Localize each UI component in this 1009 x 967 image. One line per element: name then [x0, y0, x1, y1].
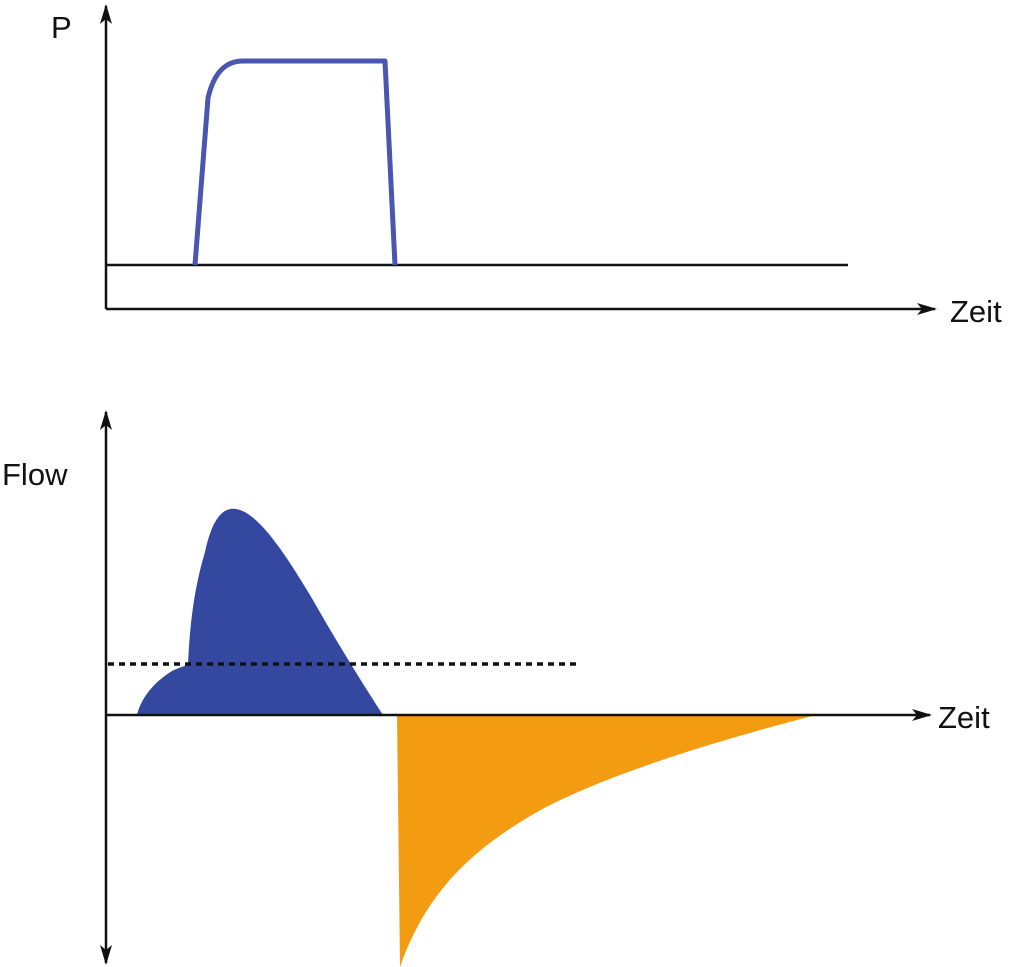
inspiration-flow-area: [137, 508, 383, 715]
pressure-curve: [192, 58, 398, 266]
flow-y-label: Flow: [2, 457, 68, 492]
pressure-y-label: P: [51, 10, 72, 45]
expiration-flow-area: [397, 715, 816, 967]
pressure-chart: P Zeit: [51, 4, 1002, 329]
flow-chart: Flow Zeit: [2, 410, 990, 967]
flow-x-label: Zeit: [938, 700, 990, 735]
pressure-x-label: Zeit: [950, 294, 1002, 329]
